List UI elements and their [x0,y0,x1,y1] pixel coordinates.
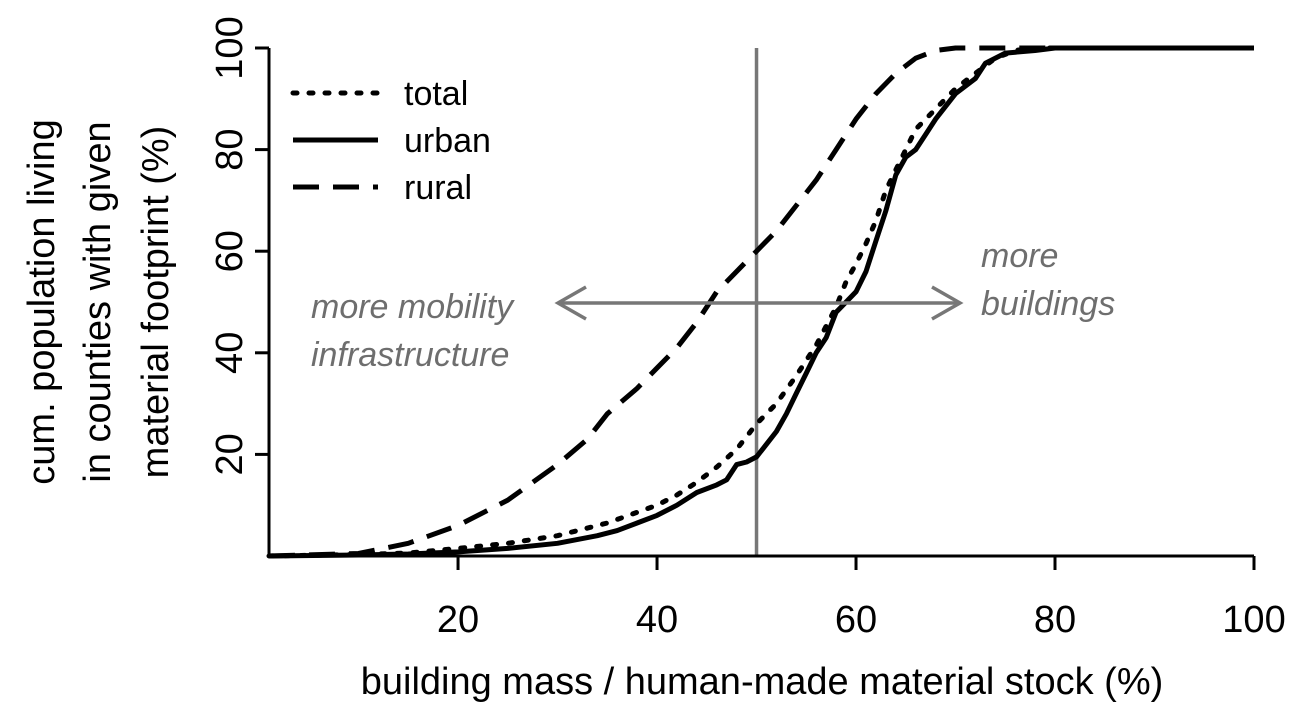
left-arrow-head [554,285,587,321]
annotations: more mobility infrastructure more buildings [311,237,1115,374]
annotation-right-text: more [981,237,1058,275]
x-tick-label: 60 [835,599,877,641]
plot-area [266,45,1257,559]
y-axis-title-line: cum. population living [21,119,63,484]
axes: 20 40 60 80 100 20 40 60 80 100 [209,16,1286,641]
series-line-urban [268,45,1254,559]
y-axis-title-line: in counties with given [77,121,119,482]
legend-label-rural: rural [404,169,472,207]
x-tick-label: 40 [636,599,678,641]
y-tick-label: 40 [209,332,251,374]
right-arrow-head [931,285,964,321]
y-tick-label: 100 [209,16,251,79]
y-axis-title-line: material footprint (%) [135,126,177,479]
x-tick-label: 100 [1222,599,1285,641]
annotation-right-text: buildings [981,285,1115,323]
legend-label-total: total [404,75,468,113]
y-tick-label: 60 [209,230,251,272]
x-axis-title: building mass / human-made material stoc… [361,661,1164,703]
y-tick-label: 20 [209,433,251,475]
x-tick-label: 20 [437,599,479,641]
y-axis-title: cum. population living in counties with g… [21,119,177,484]
legend-label-urban: urban [404,122,491,160]
annotation-left-text: infrastructure [311,336,509,374]
y-tick-label: 80 [209,128,251,170]
annotation-left-text: more mobility [311,288,515,326]
series-line-rural [268,45,1254,559]
legend: total urban rural [290,75,491,207]
x-tick-label: 80 [1034,599,1076,641]
